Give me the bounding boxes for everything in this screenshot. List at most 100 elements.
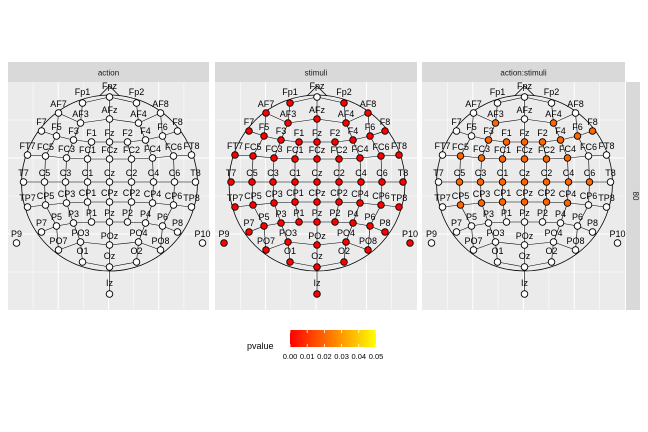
electrode-label: PO4 [129,228,147,238]
electrode-label: TP7 [19,193,36,203]
electrode-label: CP6 [372,191,390,201]
electrode-label: C2 [126,168,138,178]
electrode-point [231,203,239,211]
electrode-label: CPz [101,188,119,198]
electrode-point [173,127,182,135]
electrode-point [381,127,389,135]
electrode-point [502,218,511,226]
electrode-point [127,198,136,206]
electrode-label: P8 [379,218,390,228]
electrode-label: POz [308,231,326,241]
electrode-label: TP7 [227,193,244,203]
electrode-label: C5 [454,168,466,178]
electrode-point [156,246,165,254]
electrode-point [498,178,507,186]
electrode-label: T8 [398,168,409,178]
electrode-point [127,155,136,163]
electrode-label: P10 [402,229,418,239]
electrode-point [357,178,365,186]
electrode-point [78,258,87,266]
electrode-label: F6 [365,122,376,132]
electrode-point [520,155,529,163]
electrode-point [83,198,92,206]
electrode-point [87,138,96,146]
electrode-point [573,132,582,140]
electrode-point [335,198,343,206]
panel-strip [8,62,209,82]
electrode-point [269,178,277,186]
electrode-label: Fpz [309,81,325,91]
electrode-label: CPz [308,188,326,198]
electrode-point [584,152,593,160]
electrode-point [198,239,207,247]
electrode-label: P10 [194,229,210,239]
electrode-label: P5 [258,212,269,222]
electrode-label: PO4 [337,228,355,238]
electrode-point [227,178,235,186]
panel-strip [215,62,417,82]
electrode-label: FC4 [144,144,161,154]
electrode-label: FT7 [19,141,35,151]
electrode-point [520,263,529,271]
electrode-point [313,218,321,226]
electrode-point [340,258,348,266]
electrode-label: F7 [244,117,255,127]
electrode-point [134,238,143,246]
electrode-label: FC1 [286,145,303,155]
electrode-label: C4 [355,168,367,178]
electrode-label: AF7 [50,99,67,109]
panel-strip [422,62,625,82]
electrode-point [313,198,321,206]
electrode-label: F4 [140,126,151,136]
electrode-label: F3 [276,126,287,136]
electrode-point [76,238,85,246]
electrode-point [37,127,46,135]
nose [514,85,535,97]
electrode-label: AF4 [545,109,562,119]
electrode-label: F3 [483,126,494,136]
electrode-label: CP6 [580,191,598,201]
electrode-label: FC3 [265,144,282,154]
legend: pvalue 0.00 0.01 0.02 0.03 0.04 0.05 [247,330,383,361]
electrode-label: Fp2 [129,87,145,97]
electrode-point [549,238,558,246]
electrode-point [493,99,502,107]
facet-panel: stimuli Fp1 Fpz Fp2 AF7 AF3 AFz AF4 AF8 F7 F5 F3 F1 F… [215,62,418,310]
electrode-label: CP2 [330,188,348,198]
electrode-label: AF8 [567,99,584,109]
row-strip-label: 80 [631,192,640,201]
electrode-label: Iz [106,278,114,288]
electrode-point [356,199,364,207]
electrode-label: FC5 [452,142,469,152]
facet-panels: action Fp1 Fpz Fp2 AF7 AF3 AFz AF4 AF8 F7 F5 F3 F1 Fz… [8,62,626,310]
electrode-label: P3 [68,209,79,219]
electrode-point [23,203,32,211]
electrode-label: P3 [275,209,286,219]
electrode-point [76,119,85,127]
electrode-point [520,93,529,101]
legend-tick-label: 0.03 [334,352,349,361]
electrode-label: Iz [313,278,321,288]
electrode-point [406,239,414,247]
electrode-point [295,138,303,146]
electrode-label: AF4 [338,109,355,119]
electrode-label: T8 [605,168,616,178]
electrode-point [105,115,114,123]
electrode-point [270,154,278,162]
panel-strip-label: stimuli [305,69,328,78]
electrode-point [377,152,385,160]
electrode-point [284,119,292,127]
electrode-label: P7 [451,218,462,228]
electrode-label: FT8 [183,141,199,151]
electrode-label: Oz [104,251,116,261]
electrode-point [377,201,385,209]
electrode-label: F1 [501,128,512,138]
electrode-point [105,138,114,146]
electrode-label: F4 [348,126,359,136]
legend-tick-label: 0.01 [300,352,315,361]
electrode-point [54,109,63,117]
electrode-point [105,290,114,298]
electrode-point [484,219,493,227]
electrode-label: AFz [516,105,533,115]
electrode-label: CP4 [351,189,369,199]
